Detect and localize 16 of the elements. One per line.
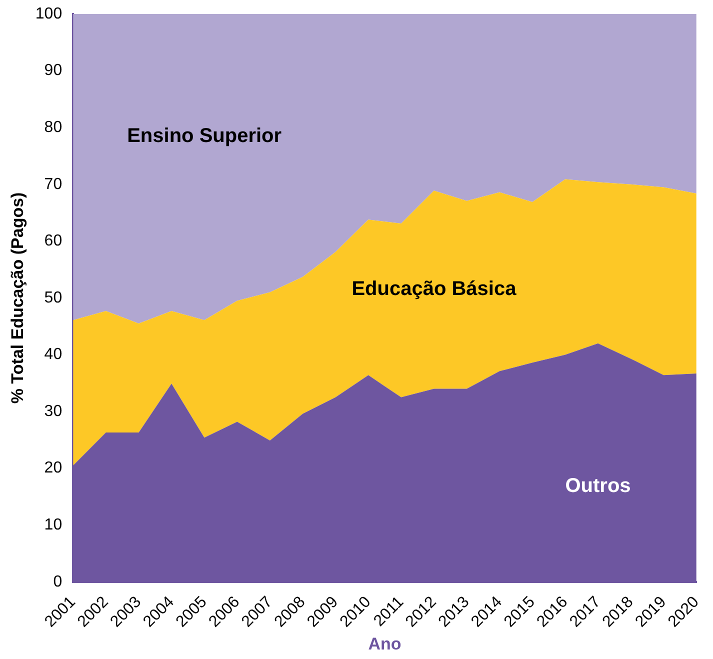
y-axis-title: % Total Educação (Pagos) <box>8 192 27 404</box>
y-tick-label: 100 <box>35 5 62 22</box>
y-tick-label: 10 <box>44 516 62 534</box>
y-tick-label: 0 <box>53 573 62 590</box>
y-tick-label: 60 <box>44 232 62 250</box>
y-tick-label: 90 <box>44 62 62 80</box>
series-label: Educação Básica <box>352 278 518 300</box>
y-tick-label: 40 <box>44 346 62 364</box>
x-axis-title: Ano <box>368 634 402 654</box>
series-label: Ensino Superior <box>127 124 282 147</box>
series-label: Outros <box>565 474 631 497</box>
y-tick-label: 30 <box>44 402 62 420</box>
y-tick-label: 80 <box>44 118 62 136</box>
y-tick-label: 20 <box>44 460 62 477</box>
y-tick-label: 50 <box>44 289 62 306</box>
y-tick-label: 70 <box>44 176 62 193</box>
